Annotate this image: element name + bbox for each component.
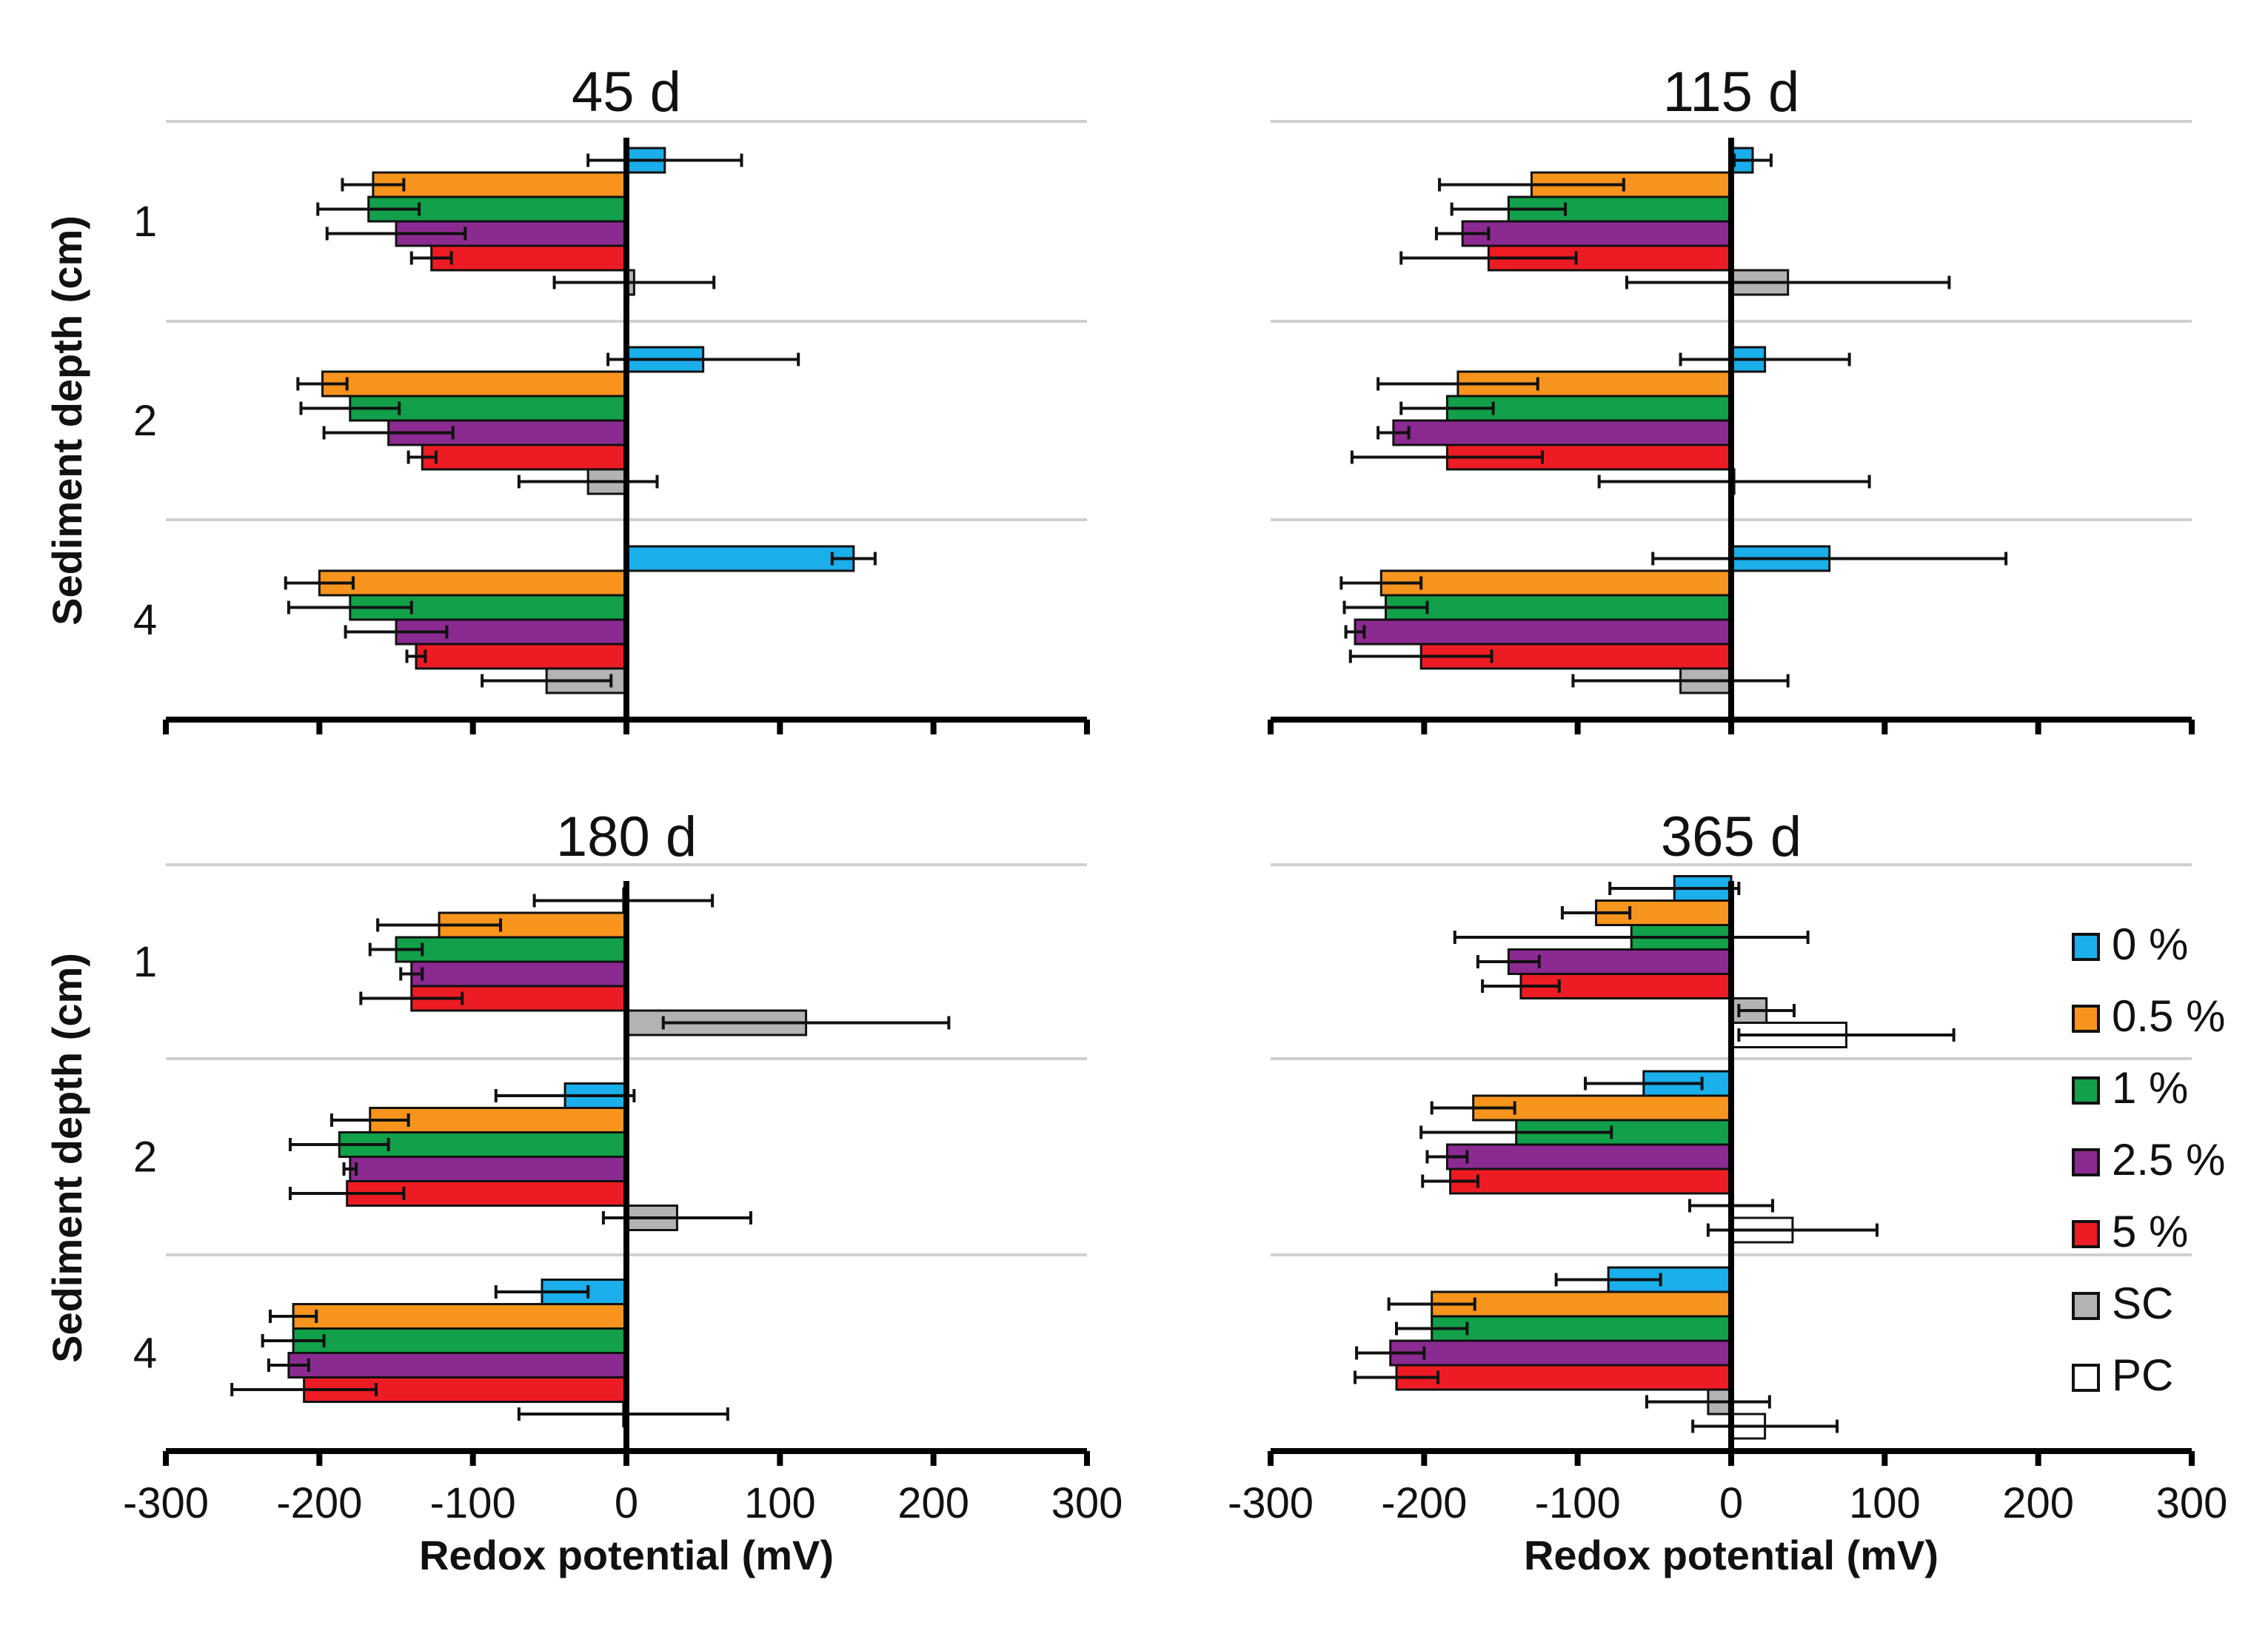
x-tick-label: -100 <box>1535 1479 1621 1527</box>
x-tick-label: 200 <box>2002 1479 2074 1527</box>
bar <box>415 643 628 670</box>
x-tick-label: 300 <box>2156 1479 2228 1527</box>
bar <box>292 1303 628 1330</box>
x-tick-label: 300 <box>1051 1479 1123 1527</box>
bar <box>410 960 628 988</box>
bar <box>438 911 628 939</box>
bar <box>372 171 628 198</box>
legend-swatch <box>2072 1292 2100 1320</box>
bar <box>395 936 628 963</box>
category-label: 4 <box>133 596 157 644</box>
bar <box>1431 1315 1733 1342</box>
bar <box>1507 948 1733 975</box>
legend-label: 1 % <box>2112 1063 2188 1113</box>
bar <box>1395 1364 1733 1391</box>
legend-swatch <box>2072 1076 2100 1105</box>
panel-115d: 115 d <box>1268 61 2195 734</box>
x-tick-label: 0 <box>1719 1479 1743 1527</box>
legend-label: 0.5 % <box>2112 991 2225 1041</box>
bar <box>349 1156 628 1182</box>
x-tick-label: -300 <box>1228 1479 1314 1527</box>
y-axis-label: Sediment depth (cm) <box>44 215 90 626</box>
bar <box>421 443 628 471</box>
bar <box>1392 419 1733 446</box>
x-tick-label: -300 <box>123 1479 209 1527</box>
panel-title: 180 d <box>556 805 697 868</box>
bar <box>292 1327 628 1354</box>
bar <box>1354 618 1733 646</box>
legend-swatch <box>2072 933 2100 961</box>
bar <box>1379 569 1733 597</box>
x-tick-label: -200 <box>1381 1479 1467 1527</box>
panel-45d: 45 d 1 2 4 <box>133 61 1090 734</box>
legend-label: 5 % <box>2112 1207 2188 1256</box>
category-label: 1 <box>133 938 157 986</box>
panel-365d: 365 d -300 -200 -100 0 100 200 300 Redox potenti… <box>1228 805 2227 1578</box>
bar <box>1449 1168 1733 1195</box>
legend-swatch <box>2072 1005 2100 1033</box>
x-tick-label: -200 <box>276 1479 362 1527</box>
legend-label: 2.5 % <box>2112 1135 2225 1185</box>
x-tick-label: 0 <box>615 1479 638 1527</box>
y-axis-labels: Sediment depth (cm) Sediment depth (cm) <box>44 215 90 1363</box>
x-tick-label: -100 <box>430 1479 516 1527</box>
legend-label: PC <box>2112 1350 2173 1400</box>
category-label: 2 <box>133 397 157 445</box>
bar <box>1431 1290 1733 1318</box>
legend-label: SC <box>2112 1279 2173 1328</box>
bar <box>1445 1143 1733 1170</box>
x-axis-label: Redox potential (mV) <box>1524 1532 1938 1578</box>
y-axis-label: Sediment depth (cm) <box>44 953 90 1363</box>
bar <box>625 545 855 572</box>
legend-swatch <box>2072 1148 2100 1176</box>
bar <box>321 370 628 398</box>
category-label: 2 <box>133 1133 157 1182</box>
bar <box>318 569 628 597</box>
bar <box>1389 1339 1733 1367</box>
bar <box>430 244 628 272</box>
legend-swatch <box>2072 1364 2100 1392</box>
category-label: 4 <box>133 1330 157 1378</box>
legend-label: 0 % <box>2112 919 2188 969</box>
legend: 0 % 0.5 % 1 % 2.5 % 5 % SC PC <box>2072 919 2225 1400</box>
panel-title: 115 d <box>1663 61 1800 124</box>
panel-title: 365 d <box>1661 805 1802 868</box>
category-label: 1 <box>133 198 157 246</box>
panel-title: 45 d <box>572 61 681 124</box>
x-tick-label: 200 <box>897 1479 969 1527</box>
x-tick-label: 100 <box>1849 1479 1921 1527</box>
x-axis-label: Redox potential (mV) <box>419 1532 834 1578</box>
x-tick-label: 100 <box>744 1479 816 1527</box>
bar <box>1385 594 1733 621</box>
bar <box>1461 220 1733 247</box>
bar <box>287 1352 628 1379</box>
legend-swatch <box>2072 1220 2100 1248</box>
panel-180d: 180 d 1 2 4 -300 -200 -100 0 100 200 300 Redox pote… <box>123 805 1123 1578</box>
